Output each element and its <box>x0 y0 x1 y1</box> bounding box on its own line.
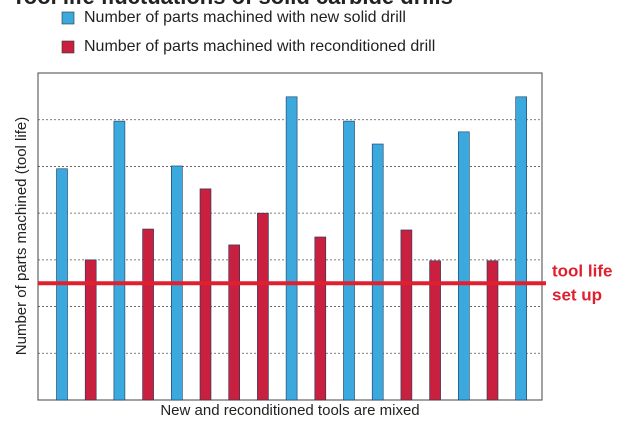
x-axis-label: New and reconditioned tools are mixed <box>160 402 419 419</box>
threshold-label: set up <box>552 286 602 305</box>
bar <box>228 244 240 401</box>
legend-swatch <box>61 40 75 54</box>
bar <box>257 212 269 401</box>
bar <box>486 260 499 401</box>
bar <box>113 120 126 401</box>
bar <box>371 143 384 401</box>
bar <box>400 229 413 401</box>
bar <box>457 131 470 401</box>
chart-title: Tool life fluctuations of solid carbide … <box>12 0 453 9</box>
bar <box>314 236 327 401</box>
legend-label: Number of parts machined with new solid … <box>84 9 406 26</box>
bar <box>84 259 97 401</box>
bar <box>429 260 441 401</box>
bar <box>515 96 528 401</box>
legend-swatch <box>61 11 75 25</box>
threshold-label: tool life <box>552 262 612 281</box>
bar <box>142 228 154 401</box>
y-axis-label: Number of parts machined (tool life) <box>13 117 30 355</box>
bar <box>199 188 212 401</box>
legend-label: Number of parts machined with reconditio… <box>84 38 435 55</box>
bar <box>285 96 298 401</box>
bar <box>343 120 355 401</box>
